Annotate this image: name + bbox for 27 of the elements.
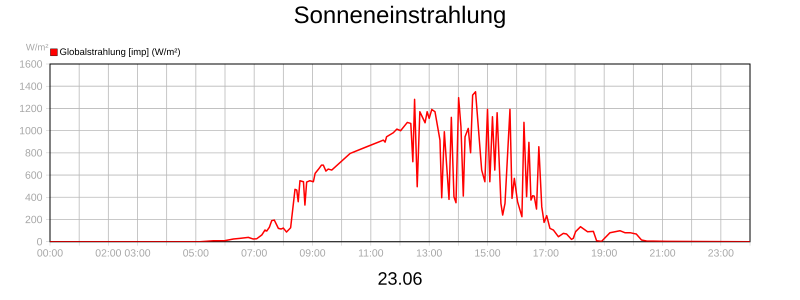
x-tick-label: 00:00 — [37, 249, 63, 257]
x-axis-title: 23.06 — [378, 272, 422, 285]
y-tick-label: 1600 — [20, 60, 42, 68]
y-tick-label: 1000 — [20, 126, 42, 134]
x-tick-label: 17:00 — [534, 249, 559, 257]
y-tick-label: 400 — [25, 194, 42, 201]
x-tick-label: 15:00 — [475, 249, 500, 257]
chart-title: Sonneneinstrahlung — [294, 6, 505, 28]
y-tick-label: 0 — [37, 238, 42, 246]
x-tick-label: 07:00 — [241, 249, 267, 257]
y-tick-label: 600 — [26, 171, 42, 179]
y-tick-label: 800 — [25, 149, 42, 157]
y-tick-label: 1200 — [20, 104, 42, 112]
legend-label: Globalstrahlung [imp] (W/m²) — [60, 48, 180, 57]
x-tick-label: 02:00 — [96, 249, 122, 257]
x-tick-label: 19:00 — [592, 249, 617, 257]
y-tick-label: 1400 — [20, 82, 42, 90]
x-tick-label: 23:00 — [708, 249, 734, 257]
x-tick-label: 21:00 — [650, 249, 676, 257]
line-series — [50, 91, 750, 242]
x-tick-label: 09:00 — [300, 249, 326, 257]
x-tick-label: 05:00 — [183, 249, 209, 257]
x-tick-label: 13:00 — [416, 249, 442, 257]
x-tick-label: 03:00 — [124, 249, 150, 257]
y-axis-title: W/m² — [26, 44, 48, 50]
x-tick-label: 11:00 — [358, 249, 384, 257]
y-tick-label: 200 — [26, 216, 42, 224]
